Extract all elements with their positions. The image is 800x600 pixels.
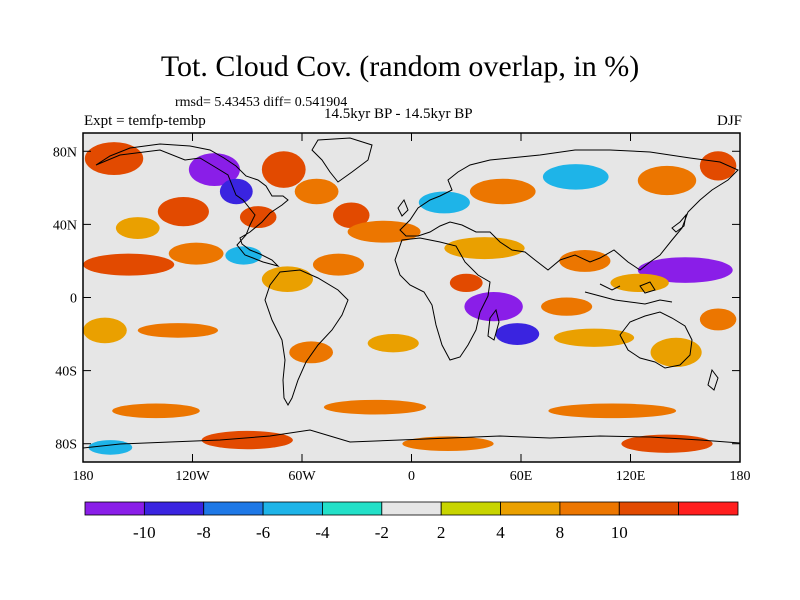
anomaly-region — [261, 151, 306, 188]
anomaly-region — [650, 337, 702, 367]
colorbar-swatch — [143, 501, 205, 516]
coastline-south-america — [264, 269, 349, 407]
y-tick-label: 40S — [55, 365, 77, 380]
anomaly-region — [333, 202, 370, 229]
anomaly-region — [312, 253, 365, 276]
y-tick-label: 80N — [53, 145, 77, 160]
x-tick-label: 60E — [510, 469, 533, 484]
x-tick-label: 60W — [288, 469, 316, 484]
coastline-eurasia — [399, 149, 739, 271]
y-tick-label: 40N — [53, 218, 77, 233]
colorbar-label: -6 — [256, 523, 270, 542]
colorbar-label: 4 — [496, 523, 505, 542]
coastline-british-isles — [397, 198, 409, 217]
anomaly-region — [548, 403, 677, 419]
colorbar-swatch — [678, 501, 739, 516]
coastline-africa — [394, 237, 491, 361]
anomaly-regions — [83, 142, 737, 455]
colorbar-swatch — [381, 501, 442, 516]
anomaly-region — [541, 297, 593, 316]
coastline-north-america — [95, 143, 289, 267]
anomaly-region — [83, 253, 175, 276]
x-axis: 180 120W 60W 0 60E 120E 180 — [73, 133, 751, 484]
x-tick-label: 120W — [175, 469, 210, 484]
anomaly-region — [637, 165, 697, 196]
anomaly-region — [469, 178, 536, 205]
anomaly-region — [610, 273, 669, 293]
colorbar-swatch — [618, 501, 680, 516]
colorbar-swatch — [440, 501, 501, 516]
colorbar-label: 2 — [437, 523, 446, 542]
coastline-indonesia — [584, 281, 673, 305]
anomaly-region — [88, 440, 133, 455]
x-tick-label: 120E — [616, 469, 646, 484]
colorbar-swatch — [203, 501, 264, 516]
anomaly-region — [542, 164, 609, 190]
coastline-australia — [619, 311, 693, 369]
anomaly-region — [84, 142, 144, 176]
period-label: 14.5kyr BP - 14.5kyr BP — [324, 106, 473, 122]
anomaly-region — [449, 273, 483, 293]
colorbar-label: 8 — [556, 523, 565, 542]
y-tick-label: 0 — [70, 292, 77, 307]
coastline-new-zealand — [707, 368, 719, 391]
anomaly-region — [137, 323, 219, 338]
chart-title: Tot. Cloud Cov. (random overlap, in %) — [160, 50, 640, 83]
anomaly-region — [699, 308, 737, 331]
anomaly-region — [239, 206, 277, 229]
y-axis: 80N 40N 0 40S 80S — [53, 145, 740, 453]
coastline-madagascar — [487, 308, 500, 341]
anomaly-region — [261, 266, 313, 293]
colorbar-swatch — [262, 501, 323, 516]
anomaly-region — [168, 242, 224, 265]
coastline-greenland — [311, 137, 373, 183]
anomaly-region — [699, 151, 737, 181]
anomaly-region — [495, 323, 540, 346]
anomaly-region — [559, 249, 611, 272]
x-tick-label: 180 — [73, 469, 94, 484]
colorbar-label: -8 — [197, 523, 211, 542]
anomaly-region — [112, 403, 200, 419]
anomaly-region — [402, 436, 494, 452]
anomaly-region — [418, 191, 470, 214]
colorbar-swatch — [322, 501, 383, 516]
anomaly-region — [553, 328, 635, 347]
colorbar-label: -10 — [133, 523, 156, 542]
anomaly-region — [289, 341, 334, 364]
anomaly-region — [157, 196, 209, 227]
anomaly-region — [294, 178, 339, 205]
anomaly-region — [347, 220, 421, 243]
experiment-label: Expt = temfp-tembp — [84, 113, 206, 129]
anomaly-region — [323, 399, 427, 415]
map-area — [82, 132, 741, 463]
season-label: DJF — [716, 113, 742, 129]
anomaly-region — [367, 334, 419, 353]
colorbar-swatch — [500, 501, 561, 516]
y-tick-label: 80S — [55, 438, 77, 453]
anomaly-region — [83, 317, 127, 344]
colorbar-swatch — [559, 501, 620, 516]
anomaly-region — [115, 217, 160, 240]
coastlines — [83, 137, 740, 449]
anomaly-region — [637, 257, 733, 283]
colorbar: -10 -8 -6 -4 -2 2 4 8 10 — [84, 501, 739, 542]
anomaly-region — [188, 153, 240, 187]
colorbar-label: -4 — [315, 523, 330, 542]
stats-label: rmsd= 5.43453 diff= 0.541904 — [175, 95, 348, 110]
anomaly-region — [219, 178, 253, 205]
anomaly-region — [621, 434, 713, 453]
coastline-antarctica — [83, 429, 740, 449]
colorbar-swatch — [84, 501, 145, 516]
coastline-japan — [671, 213, 687, 233]
anomaly-region — [444, 237, 525, 260]
anomaly-region — [464, 292, 523, 322]
anomaly-region — [225, 246, 262, 265]
x-tick-label: 180 — [730, 469, 751, 484]
x-tick-label: 0 — [408, 469, 415, 484]
colorbar-label: 10 — [611, 523, 628, 542]
colorbar-label: -2 — [375, 523, 389, 542]
